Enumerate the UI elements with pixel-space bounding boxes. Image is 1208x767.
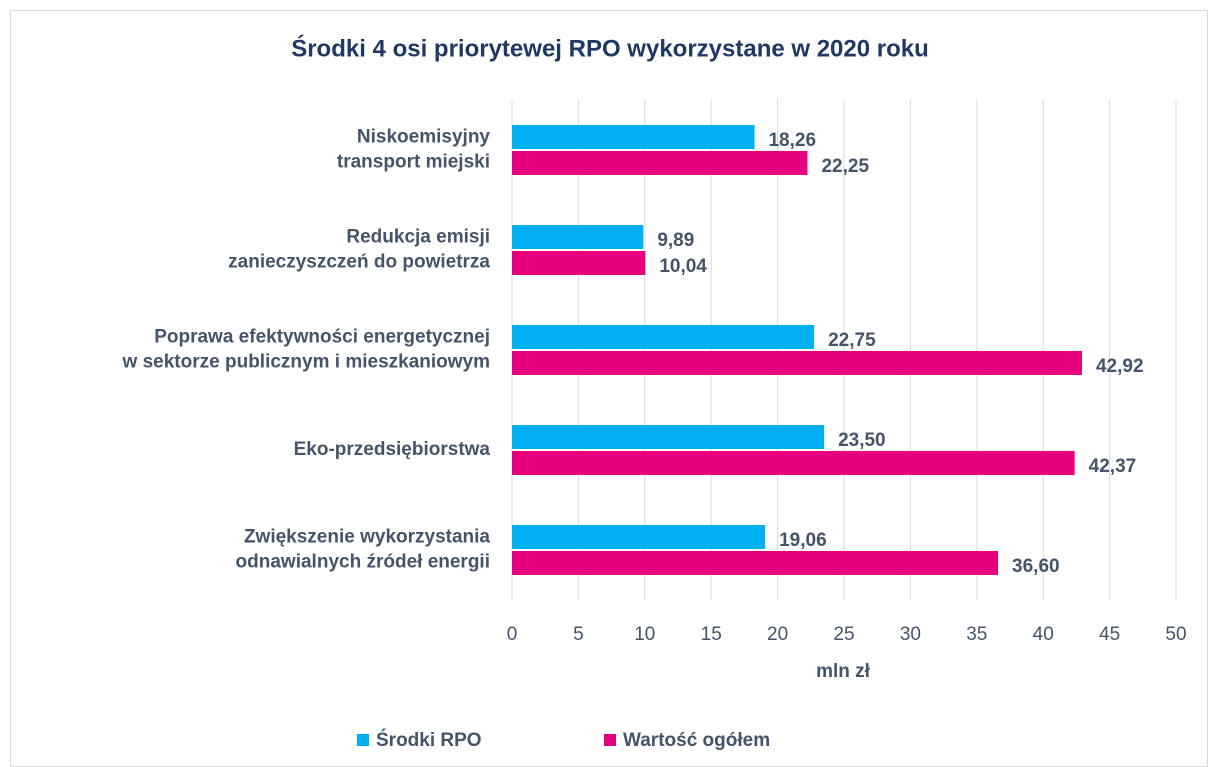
bar bbox=[512, 251, 646, 275]
category-label: w sektorze publicznym i mieszkaniowym bbox=[122, 352, 490, 373]
legend-label: Środki RPO bbox=[376, 729, 482, 751]
value-label: 22,25 bbox=[821, 156, 869, 177]
legend-swatch bbox=[357, 734, 369, 746]
chart-title: Środki 4 osi priorytewej RPO wykorzystan… bbox=[291, 34, 929, 62]
value-label: 18,26 bbox=[768, 130, 816, 151]
x-tick-label: 5 bbox=[573, 624, 584, 645]
value-label: 42,37 bbox=[1089, 456, 1137, 477]
chart-frame bbox=[10, 10, 1208, 767]
bar bbox=[512, 325, 815, 349]
category-label: zanieczyszczeń do powietrza bbox=[228, 252, 490, 273]
value-label: 36,60 bbox=[1012, 556, 1060, 577]
value-label: 42,92 bbox=[1096, 356, 1144, 377]
category-label: Redukcja emisji bbox=[346, 227, 490, 248]
category-label: Eko-przedsiębiorstwa bbox=[294, 439, 491, 460]
bar bbox=[512, 551, 999, 575]
category-label: Poprawa efektywności energetycznej bbox=[154, 327, 490, 348]
value-label: 9,89 bbox=[657, 230, 694, 251]
category-label: odnawialnych źródeł energii bbox=[236, 552, 490, 573]
x-tick-label: 35 bbox=[966, 624, 987, 645]
x-axis-title: mln zł bbox=[816, 661, 871, 682]
x-tick-label: 10 bbox=[634, 624, 655, 645]
x-tick-label: 20 bbox=[767, 624, 788, 645]
x-tick-label: 30 bbox=[900, 624, 921, 645]
legend-label: Wartość ogółem bbox=[623, 730, 770, 751]
value-label: 10,04 bbox=[659, 256, 707, 277]
bar bbox=[512, 451, 1075, 475]
value-label: 22,75 bbox=[828, 330, 876, 351]
bar bbox=[512, 125, 755, 149]
value-label: 23,50 bbox=[838, 430, 886, 451]
legend-swatch bbox=[604, 734, 616, 746]
bar bbox=[512, 351, 1082, 375]
x-tick-label: 45 bbox=[1099, 624, 1120, 645]
category-label: transport miejski bbox=[337, 152, 490, 173]
bar bbox=[512, 425, 825, 449]
x-tick-label: 15 bbox=[701, 624, 722, 645]
x-tick-label: 25 bbox=[833, 624, 854, 645]
x-tick-label: 50 bbox=[1165, 624, 1186, 645]
x-tick-label: 40 bbox=[1033, 624, 1054, 645]
legend: Środki RPO Wartość ogółem bbox=[357, 729, 770, 751]
bar bbox=[512, 151, 808, 175]
category-label: Niskoemisyjny bbox=[357, 127, 490, 148]
value-label: 19,06 bbox=[779, 530, 827, 551]
bar bbox=[512, 525, 766, 549]
bar bbox=[512, 225, 644, 249]
category-label: Zwiększenie wykorzystania bbox=[244, 527, 490, 548]
x-tick-label: 0 bbox=[507, 624, 518, 645]
